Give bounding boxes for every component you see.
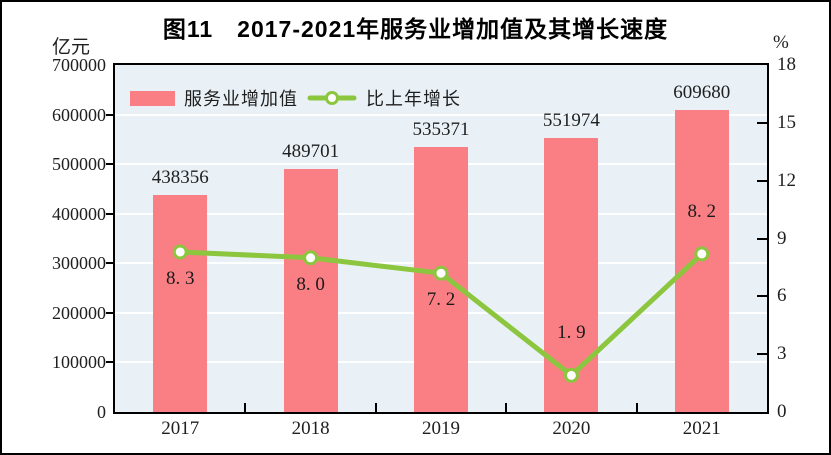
chart-title: 图11 2017-2021年服务业增加值及其增长速度	[162, 16, 669, 42]
right-axis-tick-mark	[757, 353, 767, 356]
left-axis-tick-label: 300000	[52, 253, 106, 274]
growth-point-2017	[172, 244, 188, 260]
bar-value-label: 551974	[542, 110, 600, 132]
right-axis-tick-label: 3	[777, 343, 787, 365]
growth-value-label: 8. 3	[165, 267, 195, 289]
left-axis-tick-label: 0	[97, 402, 106, 422]
bar-2017	[153, 194, 208, 412]
bar-2018	[283, 169, 338, 412]
bar-value-label: 609680	[673, 81, 731, 103]
left-axis-tick-mark	[106, 212, 115, 215]
right-axis-tick-mark	[757, 121, 767, 124]
right-axis-tick-mark	[757, 295, 767, 298]
left-axis-tick-mark	[106, 262, 115, 265]
right-axis-tick-label: 9	[777, 227, 787, 249]
growth-point-2019	[433, 265, 449, 281]
x-axis-tick-mark	[505, 403, 508, 412]
grid-line	[115, 113, 767, 116]
left-axis-tick-label: 100000	[52, 352, 106, 373]
growth-value-label: 8. 2	[687, 200, 717, 222]
growth-value-label: 8. 0	[296, 273, 325, 295]
right-axis-tick-label: 12	[777, 169, 796, 191]
bar-value-label: 489701	[282, 141, 340, 163]
bar-2020	[544, 138, 599, 412]
x-axis-tick-mark	[635, 403, 638, 412]
left-axis-tick-label: 400000	[52, 203, 106, 224]
bar-value-label: 438356	[151, 166, 209, 188]
x-axis-tick-mark	[374, 403, 377, 412]
growth-point-2018	[303, 250, 319, 266]
left-axis-tick-label: 600000	[52, 104, 106, 125]
x-axis-label-2018: 2018	[291, 418, 330, 439]
legend-line-label: 比上年增长	[366, 89, 461, 109]
legend-bar-label: 服务业增加值	[184, 89, 298, 109]
left-axis-tick-label: 700000	[52, 55, 106, 75]
bar-value-label: 535371	[412, 118, 470, 140]
x-axis-label-2017: 2017	[161, 418, 200, 439]
left-axis-tick-mark	[106, 113, 115, 116]
x-axis-label-2021: 2021	[682, 418, 721, 439]
left-axis-tick-mark	[106, 163, 115, 166]
growth-value-label: 7. 2	[426, 289, 456, 311]
right-axis-tick-label: 18	[777, 54, 796, 75]
right-axis-tick-label: 15	[777, 111, 796, 133]
left-axis-tick-label: 200000	[52, 302, 106, 323]
right-axis-tick-mark	[757, 179, 767, 182]
x-axis-label-2019: 2019	[422, 418, 460, 439]
left-axis-unit: 亿元	[52, 37, 91, 58]
growth-line-layer	[172, 244, 710, 383]
left-axis-tick-mark	[106, 361, 115, 364]
x-axis-tick-mark	[244, 403, 247, 412]
legend: 服务业增加值 比上年增长	[130, 85, 461, 111]
left-axis-tick-label: 500000	[52, 154, 106, 175]
plot-area: 服务业增加值 比上年增长 438356 489701 535371 551974 609…	[113, 63, 769, 414]
growth-point-2021	[694, 246, 710, 262]
growth-value-label: 1. 9	[557, 322, 586, 344]
x-axis-label-2020: 2020	[552, 418, 591, 439]
legend-bar-swatch	[130, 90, 175, 106]
growth-point-2020	[563, 367, 579, 383]
right-axis-tick-label: 0	[777, 401, 787, 422]
left-axis-tick-mark	[106, 311, 115, 314]
right-axis-tick-mark	[757, 237, 767, 240]
legend-line-swatch	[307, 91, 357, 105]
right-axis-unit: %	[773, 32, 789, 53]
right-axis-tick-label: 6	[777, 285, 787, 307]
